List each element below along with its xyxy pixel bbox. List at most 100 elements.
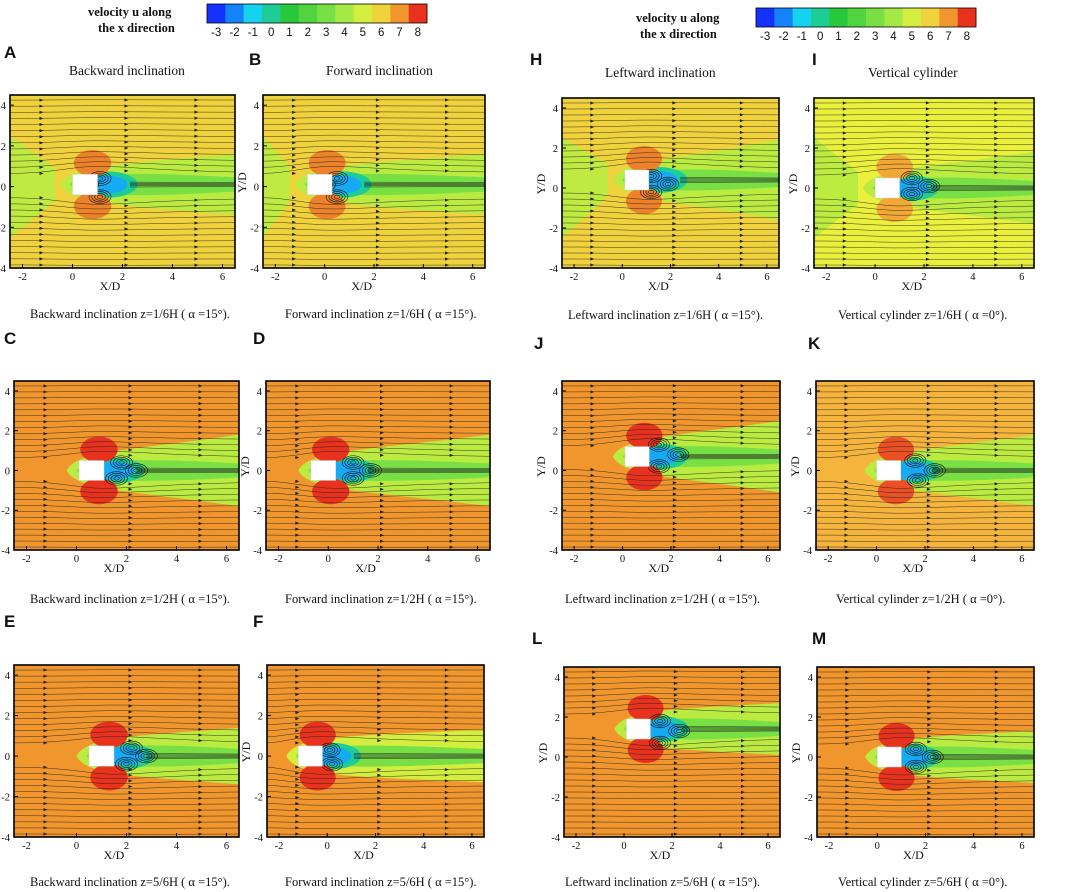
vortex-streamline <box>135 748 158 764</box>
streamline-arrow <box>449 453 454 457</box>
streamline-arrow <box>43 680 48 684</box>
x-tick-label: 2 <box>669 841 674 852</box>
streamline-arrow <box>43 808 48 812</box>
streamline-arrow <box>445 198 449 202</box>
vortex-streamline <box>110 455 133 470</box>
streamline-arrow <box>673 710 678 714</box>
streamline-arrow <box>590 515 595 519</box>
streamline-arrow <box>740 515 745 520</box>
streamline <box>14 681 239 683</box>
x-tick-label: 2 <box>371 272 376 283</box>
y-tick-label: 0 <box>805 184 810 195</box>
streamline-arrow <box>198 704 203 708</box>
streamline <box>14 687 239 689</box>
streamline <box>14 699 239 701</box>
colorbar-tick-label: 3 <box>872 31 878 43</box>
streamline <box>10 140 235 144</box>
streamline-arrow <box>994 402 999 406</box>
streamline-arrow <box>194 110 199 114</box>
streamline-arrow <box>124 163 129 167</box>
x-tick-label: -2 <box>275 841 284 852</box>
streamline-arrow <box>672 504 677 508</box>
streamline <box>10 252 235 254</box>
vortex-streamline <box>904 453 927 468</box>
streamline <box>562 204 779 210</box>
streamline <box>266 516 490 519</box>
streamline <box>814 234 1034 237</box>
streamline-arrow <box>445 158 449 162</box>
streamline-arrow <box>590 143 595 147</box>
streamline <box>817 722 1034 727</box>
streamline-arrow <box>740 470 745 474</box>
streamline-arrow <box>444 784 449 789</box>
streamline-arrow <box>43 497 48 501</box>
streamline-arrow <box>926 510 931 514</box>
bluff-body <box>876 460 902 481</box>
streamline-arrow <box>198 407 203 412</box>
vortex-streamline <box>909 475 927 486</box>
streamline-arrow <box>43 521 48 525</box>
vortex-streamline <box>659 178 677 190</box>
streamline-arrow <box>673 796 678 800</box>
streamline-arrow <box>842 113 847 117</box>
streamline-arrow <box>927 826 932 830</box>
vortex-streamline <box>927 753 939 761</box>
streamline-arrow <box>128 832 133 836</box>
streamline-arrow <box>194 152 199 156</box>
streamline-arrow <box>39 159 44 163</box>
streamline <box>267 736 484 744</box>
streamline-arrow <box>842 161 847 165</box>
y-axis-label: Y/D <box>536 742 550 763</box>
streamline <box>817 827 1034 829</box>
streamline-arrow <box>927 711 932 715</box>
vortex-streamline <box>909 456 921 465</box>
streamline <box>10 123 235 125</box>
streamline-arrow <box>925 210 930 215</box>
streamline-arrow <box>295 432 300 436</box>
streamlines <box>266 384 490 549</box>
streamline-arrow <box>295 426 300 430</box>
streamline-arrow <box>994 832 999 836</box>
vortex-streamline <box>120 760 133 768</box>
streamline <box>817 689 1034 691</box>
upper-acceleration-lobe <box>90 721 128 748</box>
streamline-arrow <box>198 448 203 452</box>
streamline <box>10 111 235 113</box>
streamline-arrow <box>375 209 380 213</box>
streamline-arrow <box>590 402 595 406</box>
streamline-arrow <box>375 110 380 114</box>
y-tick-label: 2 <box>5 712 10 723</box>
streamline <box>267 773 484 779</box>
colorbar-swatch--2 <box>774 8 793 27</box>
streamline-arrow <box>845 790 850 794</box>
streamline-arrow <box>445 122 449 126</box>
vortex-streamline <box>88 189 112 204</box>
streamline-arrow <box>379 516 384 520</box>
streamline-arrow <box>295 402 300 406</box>
streamline-arrow <box>741 750 745 754</box>
x-tick-label: 2 <box>922 554 927 565</box>
vortex-streamline <box>904 741 927 757</box>
streamline <box>816 414 1034 417</box>
streamline-arrow <box>375 239 380 243</box>
bluff-body <box>624 169 650 191</box>
streamline <box>14 408 239 411</box>
streamline <box>267 809 484 812</box>
streamline-arrow <box>844 420 849 424</box>
streamline-arrow <box>739 153 744 158</box>
streamline <box>10 151 235 156</box>
streamline-arrow <box>844 455 849 460</box>
streamline-arrow <box>842 197 847 201</box>
streamline-arrow <box>43 686 48 690</box>
streamline-arrow <box>198 516 203 520</box>
vortex-streamline <box>924 751 941 763</box>
vortex-streamline <box>912 764 919 769</box>
streamline <box>817 785 1034 790</box>
streamline-arrow <box>379 493 384 497</box>
streamline-arrow <box>292 208 297 212</box>
streamline-arrow <box>740 424 745 429</box>
streamline-arrow <box>845 730 850 734</box>
streamline-arrow <box>377 802 382 806</box>
y-tick-label: 0 <box>5 466 10 477</box>
y-tick-label: -2 <box>254 793 263 804</box>
